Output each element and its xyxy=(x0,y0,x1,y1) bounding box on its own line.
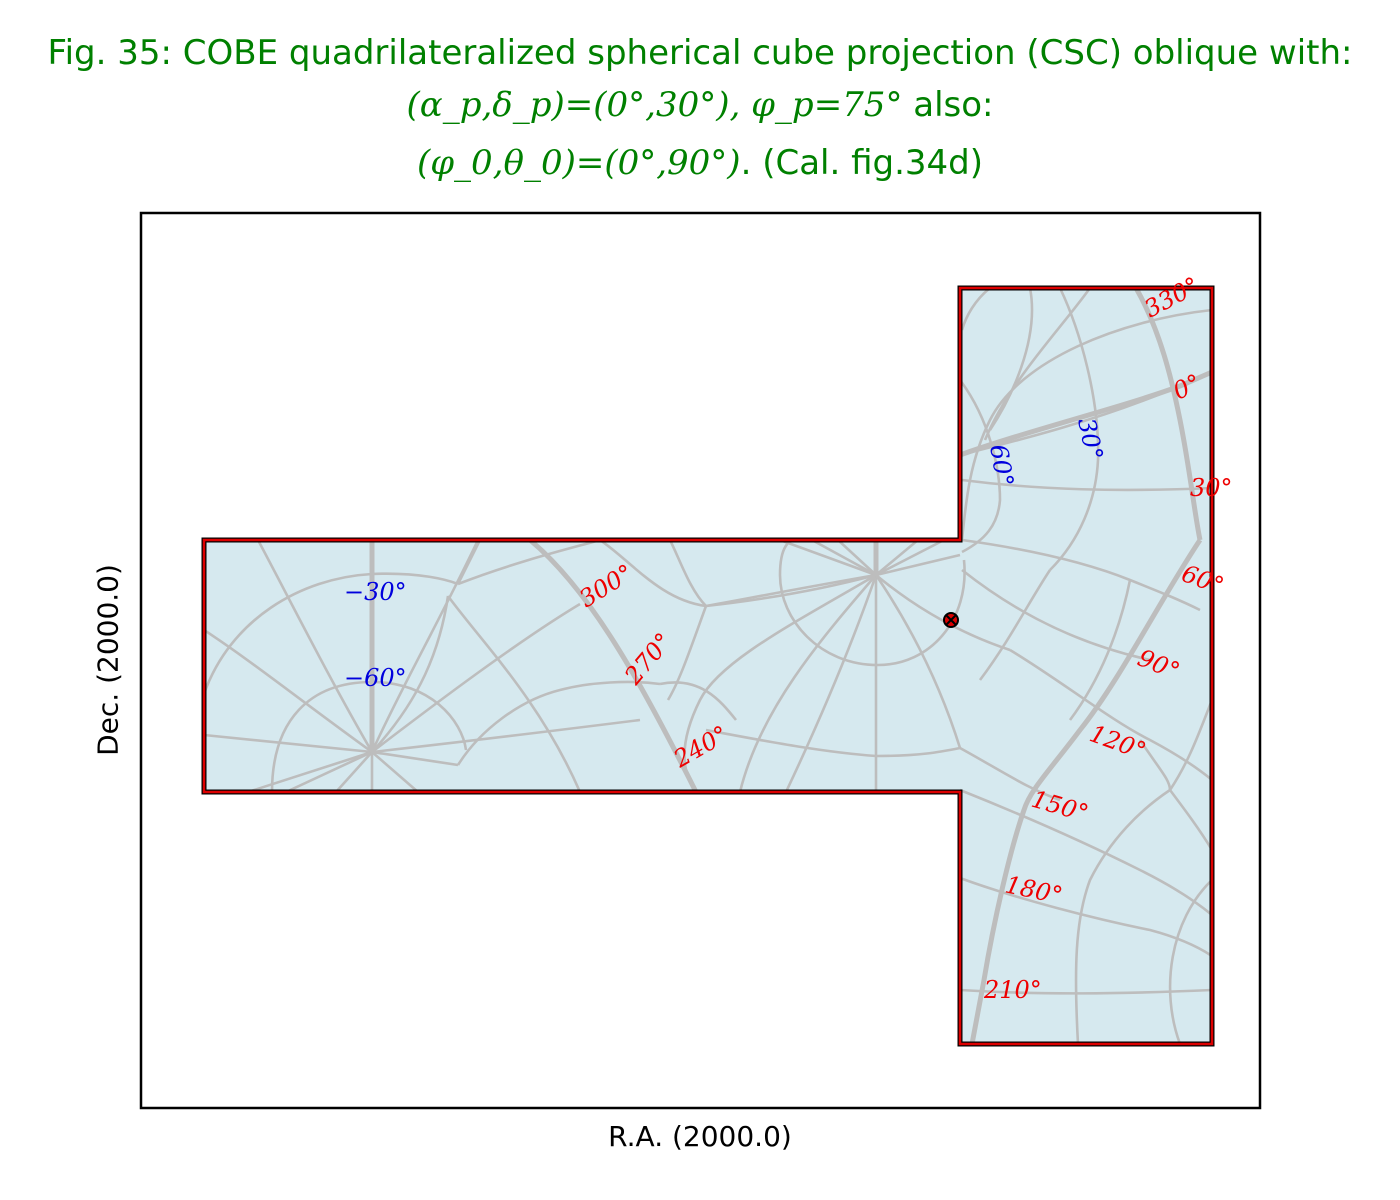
graticule-line xyxy=(1049,288,1100,571)
graticule-line xyxy=(1074,788,1171,1044)
graticule-line xyxy=(958,379,1002,554)
graticule-line xyxy=(456,680,661,766)
graticule-line xyxy=(961,478,1212,492)
graticule-line xyxy=(983,288,1092,441)
graticule-line xyxy=(285,750,373,794)
graticule-line xyxy=(961,538,1201,612)
graticule-line xyxy=(875,538,945,577)
graticule-line xyxy=(705,573,877,608)
ra-label-30: 30° xyxy=(1190,474,1233,502)
graticule-line xyxy=(778,559,966,667)
graticule-line xyxy=(335,751,373,793)
graticule-line xyxy=(811,538,877,577)
graticule-line xyxy=(960,308,1212,541)
figure-title: Fig. 35: COBE quadrilateralized spherica… xyxy=(47,33,1353,73)
graticule-line xyxy=(875,553,961,577)
graticule-line xyxy=(978,569,1052,681)
graticule-line xyxy=(371,602,581,754)
graticule-line xyxy=(370,539,480,753)
title-reference-math: (φ_0,θ_0)=(0°,90°) xyxy=(416,143,741,183)
graticule-line xyxy=(446,595,582,793)
graticule-line xyxy=(960,288,991,331)
graticule-line xyxy=(668,539,707,607)
graticule-line xyxy=(204,733,373,754)
dec-label-minus30: −30° xyxy=(344,578,407,606)
title-also-text: also: xyxy=(902,85,994,125)
graticule-line xyxy=(683,573,877,793)
graticule-line xyxy=(1168,879,1212,1044)
graticule-line xyxy=(599,538,707,608)
figure-title-line2: (α_p,δ_p)=(0°,30°), φ_p=75° also: xyxy=(0,88,1400,122)
dec-label-minus60: −60° xyxy=(344,664,407,692)
graticule-line xyxy=(247,750,373,794)
graticule-line xyxy=(959,746,1061,802)
x-axis-label: R.A. (2000.0) xyxy=(608,1120,792,1153)
projection-center-marker xyxy=(943,612,959,628)
graticule-line xyxy=(875,539,919,576)
ra-line-highlight xyxy=(969,538,1203,1044)
graticule-line xyxy=(779,538,877,577)
graticule-line xyxy=(371,751,419,793)
graticule-line xyxy=(959,876,1212,958)
graticule-line xyxy=(874,574,962,749)
graticule-line xyxy=(1168,699,1212,791)
ra-line-highlight-left xyxy=(528,538,699,794)
graticule-line xyxy=(371,595,450,753)
graticule-line xyxy=(256,539,374,753)
graticule-line xyxy=(1138,739,1172,791)
graticule-line xyxy=(204,628,373,754)
boundary-outline-red xyxy=(202,286,1214,1046)
plot-frame xyxy=(139,211,1262,1110)
graticule-line xyxy=(371,750,459,767)
y-axis-label: Dec. (2000.0) xyxy=(91,564,125,756)
title-reference-text: . (Cal. fig.34d) xyxy=(740,143,984,183)
ra-label-210: 210° xyxy=(983,976,1042,1004)
graticule-line xyxy=(1009,648,1212,781)
highlighted-graticule xyxy=(369,288,1212,1044)
graticule-line xyxy=(659,681,738,721)
graticule-line xyxy=(837,539,877,576)
graticule-line xyxy=(1168,789,1212,851)
figure-title-line3: (φ_0,θ_0)=(0°,90°). (Cal. fig.34d) xyxy=(0,146,1400,180)
graticule-line xyxy=(988,288,1034,431)
graticule-line xyxy=(1068,579,1132,721)
graticule-line xyxy=(961,568,1151,662)
graticule-line xyxy=(204,572,459,695)
title-parameters-math: (α_p,δ_p)=(0°,30°), φ_p=75° xyxy=(406,85,903,125)
graticule-line xyxy=(738,574,877,793)
ra-zero-line xyxy=(1133,288,1203,541)
graticule-line xyxy=(784,574,878,793)
graticule-line xyxy=(705,728,961,758)
graticule-line xyxy=(959,988,1212,995)
graticule-line xyxy=(371,718,641,754)
equator-line xyxy=(959,369,1212,458)
